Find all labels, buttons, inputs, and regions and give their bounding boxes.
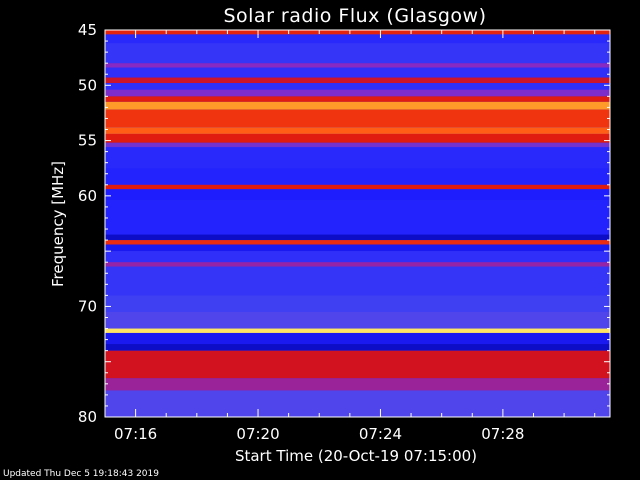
y-tick-label: 50 (78, 76, 97, 94)
intensity-band (105, 266, 610, 296)
intensity-band (105, 43, 610, 64)
intensity-band (105, 109, 610, 128)
intensity-band (105, 83, 610, 90)
intensity-band (105, 89, 610, 97)
intensity-band (105, 240, 610, 245)
intensity-band (105, 390, 610, 417)
plot-frame (104, 29, 611, 418)
x-tick-label: 07:28 (481, 425, 524, 443)
intensity-band (105, 34, 610, 44)
intensity-band (105, 350, 610, 379)
intensity-band (105, 101, 610, 110)
intensity-band (105, 30, 610, 35)
intensity-band (105, 200, 610, 235)
intensity-band (105, 142, 610, 148)
intensity-band (105, 332, 610, 345)
intensity-band (105, 127, 610, 134)
y-tick-label: 45 (78, 21, 97, 39)
axis-ticks: 45 50 55 60 70 80 07:16 07:20 07:24 07:28 (78, 21, 610, 443)
intensity-band (105, 96, 610, 102)
spectrogram-heatmap (105, 30, 610, 417)
y-tick-label: 60 (78, 187, 97, 205)
intensity-band (105, 262, 610, 267)
intensity-band (105, 295, 610, 312)
intensity-band (105, 328, 610, 333)
x-tick-label: 07:16 (114, 425, 157, 443)
intensity-band (105, 67, 610, 78)
intensity-band (105, 147, 610, 169)
intensity-band (105, 251, 610, 263)
intensity-band (105, 311, 610, 329)
y-tick-label: 55 (78, 132, 97, 150)
intensity-band (105, 77, 610, 84)
intensity-band (105, 234, 610, 241)
y-tick-label: 70 (78, 297, 97, 315)
footer-updated: Updated Thu Dec 5 19:18:43 2019 (3, 469, 159, 479)
x-tick-label: 07:24 (359, 425, 402, 443)
intensity-band (105, 63, 610, 68)
intensity-band (105, 189, 610, 201)
intensity-band (105, 344, 610, 351)
intensity-band (105, 244, 610, 252)
y-tick-label: 80 (78, 408, 97, 426)
intensity-band (105, 168, 610, 185)
intensity-band (105, 133, 610, 143)
chart-title: Solar radio Flux (Glasgow) (223, 5, 486, 27)
x-tick-label: 07:20 (236, 425, 279, 443)
intensity-band (105, 184, 610, 190)
y-axis-label: Frequency [MHz] (49, 161, 67, 287)
x-axis-label: Start Time (20-Oct-19 07:15:00) (235, 447, 477, 465)
intensity-band (105, 378, 610, 391)
